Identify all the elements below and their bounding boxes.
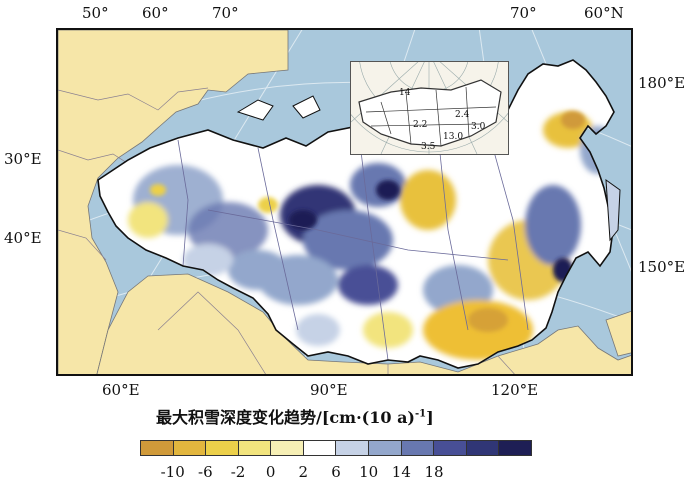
top-label: 70° — [212, 4, 239, 22]
top-label: 60° — [142, 4, 169, 22]
map-frame: 14 2.4 2.2 3.0 13.0 3.5 — [56, 28, 633, 376]
trend-field — [128, 111, 614, 361]
colorbar-swatch — [271, 441, 304, 455]
legend-title-end: ] — [426, 408, 434, 427]
colorbar-tick-label: 6 — [331, 463, 341, 481]
colorbar-tick-label: 18 — [424, 463, 444, 481]
right-label: 180°E — [638, 74, 686, 92]
country-borders — [58, 87, 515, 374]
neighbor-land — [58, 30, 631, 374]
top-label: 60°N — [584, 4, 624, 22]
colorbar-swatch — [434, 441, 467, 455]
legend-title-text: 最大积雪深度变化趋势/[cm·(10 a) — [156, 408, 416, 427]
colorbar-swatch — [499, 441, 531, 455]
colorbar-tick-label: 14 — [391, 463, 411, 481]
islands — [236, 95, 621, 242]
colorbar — [140, 440, 532, 456]
colorbar-tick-label: -6 — [198, 463, 213, 481]
inset-canvas — [351, 62, 508, 154]
top-label: 70° — [510, 4, 537, 22]
colorbar-swatch — [238, 441, 272, 455]
colorbar-tick-label: 2 — [298, 463, 309, 481]
colorbar-tick-label: 10 — [359, 463, 379, 481]
colorbar-tick-label: 0 — [265, 463, 276, 481]
colorbar-swatch — [466, 441, 500, 455]
bottom-label: 90°E — [310, 381, 348, 399]
bottom-label: 120°E — [491, 381, 539, 399]
inset-label: 14 — [399, 88, 411, 98]
inset-label: 2.2 — [413, 120, 428, 130]
inset-label: 3.0 — [471, 122, 486, 132]
inset-label: 3.5 — [421, 142, 436, 152]
left-label: 30°E — [4, 150, 42, 168]
colorbar-swatch — [173, 441, 207, 455]
right-label: 150°E — [638, 258, 686, 276]
colorbar-tick-label: -10 — [160, 463, 185, 481]
colorbar-swatch — [369, 441, 402, 455]
colorbar-swatch — [141, 441, 174, 455]
legend-title-sup: -1 — [415, 408, 427, 420]
colorbar-swatch — [401, 441, 435, 455]
colorbar-swatch — [303, 441, 337, 455]
inset-map: 14 2.4 2.2 3.0 13.0 3.5 — [350, 61, 509, 155]
legend-title: 最大积雪深度变化趋势/[cm·(10 a)-1] — [156, 404, 434, 428]
inset-label: 2.4 — [455, 110, 470, 120]
colorbar-tick-label: -2 — [230, 463, 246, 481]
colorbar-swatch — [336, 441, 370, 455]
top-label: 50° — [82, 4, 109, 22]
map-canvas — [58, 30, 631, 374]
bottom-label: 60°E — [102, 381, 140, 399]
left-label: 40°E — [4, 229, 42, 247]
colorbar-swatch — [206, 441, 239, 455]
inset-label: 13.0 — [443, 132, 464, 142]
